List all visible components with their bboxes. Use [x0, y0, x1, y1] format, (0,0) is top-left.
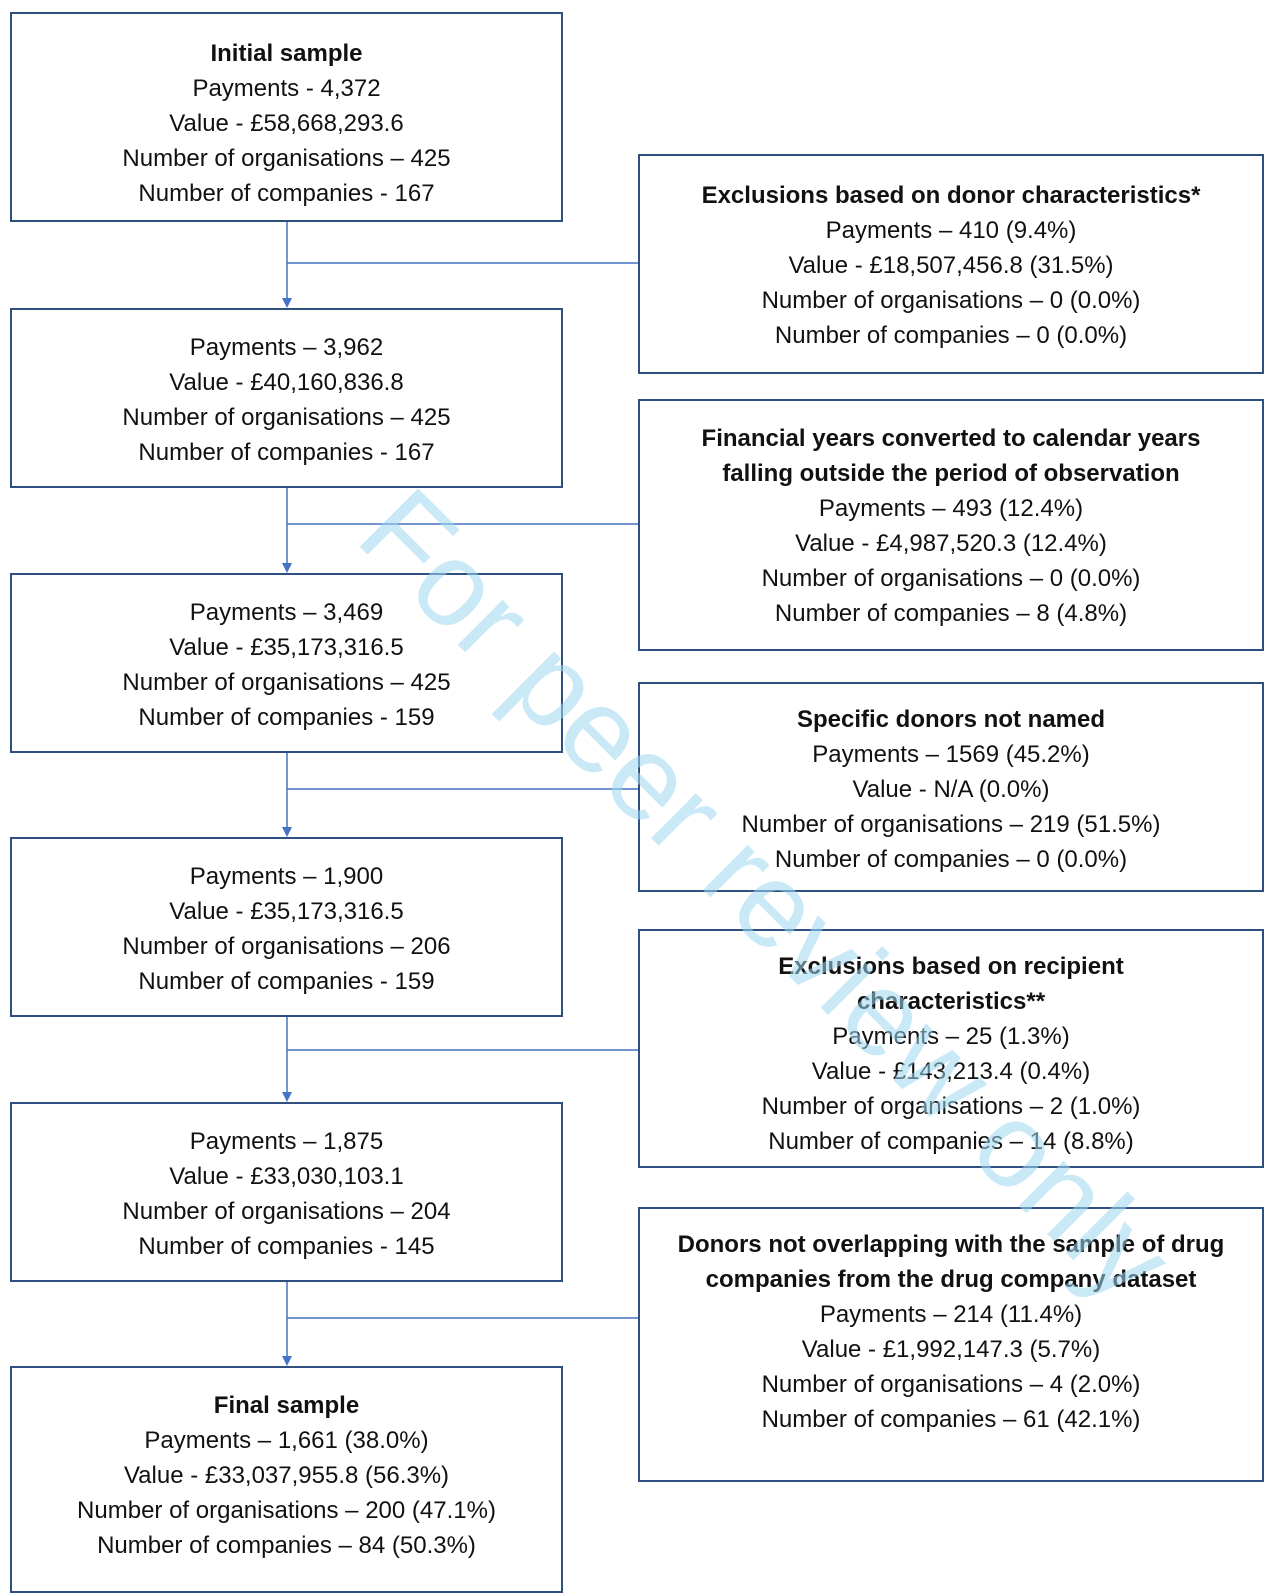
- exclusion-box-5: Donors not overlapping with the sample o…: [638, 1207, 1264, 1482]
- main-box-line: Value - £33,030,103.1: [169, 1163, 404, 1190]
- exclusion-box-line: Value - £1,992,147.3 (5.7%): [801, 1336, 1101, 1363]
- exclusion-box-line: Payments – 1569 (45.2%): [812, 741, 1090, 768]
- exclusion-box-title: Specific donors not named: [796, 706, 1106, 733]
- exclusion-box-line: Number of companies – 14 (8.8%): [768, 1128, 1134, 1155]
- exclusion-box-1: Exclusions based on donor characteristic…: [638, 154, 1264, 374]
- main-box-line: Number of organisations – 200 (47.1%): [77, 1497, 496, 1524]
- exclusion-box-4: Exclusions based on recipient characteri…: [638, 929, 1264, 1168]
- main-box-line: Payments - 4,372: [192, 75, 381, 102]
- main-box-line: Number of companies - 159: [138, 968, 435, 995]
- main-box-2: Payments – 3,962 Value - £40,160,836.8 Num…: [10, 308, 563, 488]
- main-box-line: Number of organisations – 425: [122, 404, 451, 431]
- main-box-6: Final sample Payments – 1,661 (38.0%) Valu…: [10, 1366, 563, 1593]
- exclusion-box-line: Number of organisations – 4 (2.0%): [761, 1371, 1141, 1398]
- main-box-1: Initial sample Payments - 4,372 Value - £5…: [10, 12, 563, 222]
- main-box-line: Payments – 3,469: [189, 599, 384, 626]
- exclusion-box-line: Payments – 25 (1.3%): [832, 1023, 1070, 1050]
- exclusion-box-line: Number of organisations – 0 (0.0%): [761, 287, 1141, 314]
- main-box-line: Value - £35,173,316.5: [169, 898, 404, 925]
- exclusion-box-line: Number of companies – 0 (0.0%): [774, 846, 1128, 873]
- exclusion-box-line: Value - £143,213.4 (0.4%): [811, 1058, 1091, 1085]
- main-box-line: Number of organisations – 425: [122, 669, 451, 696]
- main-box-line: Number of companies – 84 (50.3%): [97, 1532, 476, 1559]
- main-box-line: Payments – 1,900: [189, 863, 384, 890]
- exclusion-box-line: Payments – 214 (11.4%): [819, 1301, 1083, 1328]
- exclusion-box-line: Value - £4,987,520.3 (12.4%): [795, 530, 1107, 557]
- main-box-line: Number of companies - 167: [138, 180, 435, 207]
- main-box-line: Value - £33,037,955.8 (56.3%): [123, 1462, 450, 1489]
- main-box-title: Final sample: [213, 1392, 360, 1419]
- main-box-line: Number of companies - 167: [138, 439, 435, 466]
- main-box-line: Number of organisations – 204: [122, 1198, 451, 1225]
- main-box-line: Number of companies - 145: [138, 1233, 435, 1260]
- main-box-5: Payments – 1,875 Value - £33,030,103.1 Num…: [10, 1102, 563, 1282]
- main-box-line: Payments – 1,661 (38.0%): [144, 1427, 429, 1454]
- exclusion-box-line: Number of organisations – 2 (1.0%): [761, 1093, 1141, 1120]
- exclusion-box-line: Payments – 493 (12.4%): [818, 495, 1084, 522]
- exclusion-box-title: Exclusions based on recipient characteri…: [778, 953, 1124, 1015]
- exclusion-box-title: Exclusions based on donor characteristic…: [701, 182, 1201, 209]
- exclusion-box-title: Donors not overlapping with the sample o…: [677, 1231, 1225, 1293]
- exclusion-box-line: Number of companies – 0 (0.0%): [774, 322, 1128, 349]
- main-box-4: Payments – 1,900 Value - £35,173,316.5 Num…: [10, 837, 563, 1017]
- main-box-line: Payments – 3,962: [189, 334, 384, 361]
- exclusion-box-line: Payments – 410 (9.4%): [825, 217, 1077, 244]
- main-box-line: Payments – 1,875: [189, 1128, 384, 1155]
- main-box-3: Payments – 3,469 Value - £35,173,316.5 Num…: [10, 573, 563, 753]
- exclusion-box-title: Financial years converted to calendar ye…: [701, 425, 1201, 487]
- exclusion-box-line: Value - N/A (0.0%): [852, 776, 1050, 803]
- main-box-line: Number of organisations – 206: [122, 933, 451, 960]
- main-box-line: Value - £40,160,836.8: [169, 369, 404, 396]
- exclusion-box-2: Financial years converted to calendar ye…: [638, 399, 1264, 651]
- exclusion-box-3: Specific donors not named Payments – 1569…: [638, 682, 1264, 892]
- exclusion-box-line: Number of organisations – 219 (51.5%): [741, 811, 1161, 838]
- main-box-line: Number of organisations – 425: [122, 145, 451, 172]
- main-box-title: Initial sample: [210, 40, 363, 67]
- exclusion-box-line: Value - £18,507,456.8 (31.5%): [788, 252, 1114, 279]
- exclusion-box-line: Number of companies – 61 (42.1%): [761, 1406, 1141, 1433]
- exclusion-box-line: Number of organisations – 0 (0.0%): [761, 565, 1141, 592]
- main-box-line: Value - £35,173,316.5: [169, 634, 404, 661]
- main-box-line: Value - £58,668,293.6: [169, 110, 404, 137]
- main-box-line: Number of companies - 159: [138, 704, 435, 731]
- exclusion-box-line: Number of companies – 8 (4.8%): [774, 600, 1128, 627]
